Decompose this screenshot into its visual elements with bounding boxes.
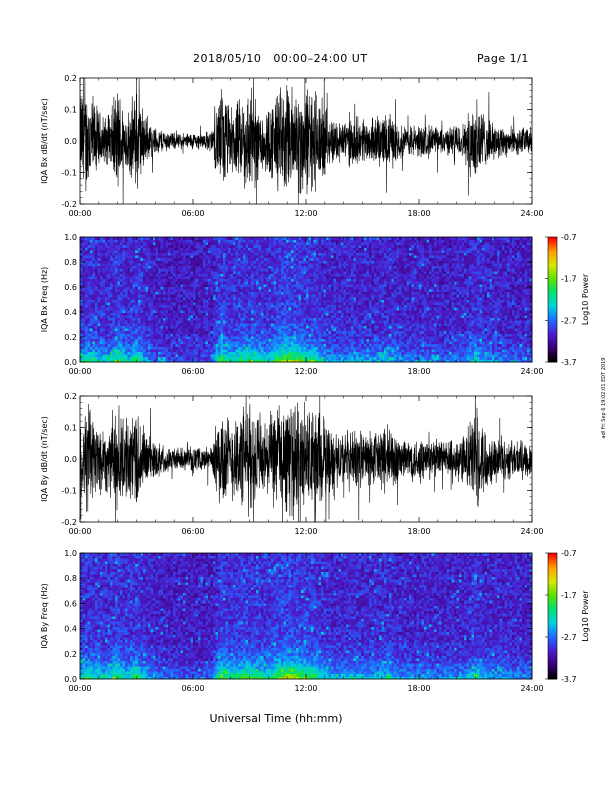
by-freq-colorbar-tick-3: -3.7 — [561, 675, 577, 684]
bx-freq-xtick-1: 06:00 — [181, 367, 204, 376]
bx-freq-xtick-0: 00:00 — [68, 367, 91, 376]
bx-freq-xtick-2: 12:00 — [294, 367, 317, 376]
bx-freq-ytick-5: 1.0 — [64, 233, 77, 242]
by-freq-xtick-1: 06:00 — [181, 684, 204, 693]
by-dbdt-xtick-2: 12:00 — [294, 527, 317, 536]
by-freq-colorbar-label: Log10 Power — [581, 590, 590, 642]
by-freq-panel: -0.7 -1.7 -2.7 -3.7 Log10 Power 00:00 06:00 12:… — [40, 549, 590, 693]
by-dbdt-ytick-1: -0.1 — [61, 487, 77, 496]
bx-freq-colorbar-label: Log10 Power — [581, 273, 590, 325]
bx-dbdt-panel: 00:00 06:00 12:00 18:00 24:00 -0.2 -0.1 0.0 0.1 0… — [40, 74, 544, 218]
bx-dbdt-xtick-2: 12:00 — [294, 209, 317, 218]
page-title: 2018/05/10 00:00–24:00 UT — [193, 52, 368, 65]
bx-dbdt-xtick-1: 06:00 — [181, 209, 204, 218]
bx-dbdt-ytick-1: -0.1 — [61, 169, 77, 178]
by-freq-xtick-0: 00:00 — [68, 684, 91, 693]
bx-dbdt-ytick-0: -0.2 — [61, 200, 77, 209]
by-dbdt-ytick-3: 0.1 — [64, 424, 77, 433]
by-freq-xtick-3: 18:00 — [407, 684, 430, 693]
bx-dbdt-trace — [80, 78, 532, 204]
by-dbdt-ylabel: IQA By dB/dt (nT/sec) — [40, 416, 49, 502]
page-number: Page 1/1 — [477, 52, 529, 65]
bx-dbdt-xtick-0: 00:00 — [68, 209, 91, 218]
bx-freq-ytick-1: 0.2 — [64, 333, 77, 342]
by-freq-ylabel: IQA By Freq (Hz) — [40, 583, 49, 649]
by-freq-xtick-2: 12:00 — [294, 684, 317, 693]
by-freq-ytick-5: 1.0 — [64, 549, 77, 558]
by-dbdt-xtick-1: 06:00 — [181, 527, 204, 536]
bx-dbdt-ytick-2: 0.0 — [64, 137, 77, 146]
bx-freq-ytick-3: 0.6 — [64, 283, 77, 292]
by-freq-ytick-0: 0.0 — [64, 675, 77, 684]
bx-freq-colorbar-tick-3: -3.7 — [561, 358, 577, 367]
bx-dbdt-ytick-4: 0.2 — [64, 74, 77, 83]
bx-dbdt-xtick-4: 24:00 — [520, 209, 543, 218]
bx-freq-panel: -0.7 -1.7 -2.7 -3.7 Log10 Power 00:00 06:00 12:… — [40, 233, 590, 376]
by-freq-colorbar: -0.7 -1.7 -2.7 -3.7 Log10 Power — [545, 549, 590, 684]
by-dbdt-ytick-2: 0.0 — [64, 455, 77, 464]
by-freq-xtick-4: 24:00 — [520, 684, 543, 693]
bx-freq-heatmap-cells — [80, 237, 533, 363]
x-axis-title: Universal Time (hh:mm) — [210, 712, 343, 725]
by-freq-colorbar-tick-1: -1.7 — [561, 591, 577, 600]
by-dbdt-xtick-4: 24:00 — [520, 527, 543, 536]
bx-freq-ytick-0: 0.0 — [64, 358, 77, 367]
by-dbdt-xtick-0: 00:00 — [68, 527, 91, 536]
by-freq-ytick-2: 0.4 — [64, 625, 77, 634]
bx-freq-ylabel: IQA Bx Freq (Hz) — [40, 267, 49, 333]
generation-stamp: adl Fri Sep 6 19:02:01 EDT 2019 — [601, 358, 607, 439]
by-freq-ytick-4: 0.8 — [64, 574, 77, 583]
bx-freq-ytick-2: 0.4 — [64, 308, 77, 317]
bx-freq-ytick-4: 0.8 — [64, 258, 77, 267]
by-freq-ytick-3: 0.6 — [64, 599, 77, 608]
by-dbdt-ytick-4: 0.2 — [64, 392, 77, 401]
by-freq-colorbar-tick-2: -2.7 — [561, 633, 577, 642]
bx-dbdt-ylabel: IQA Bx dB/dt (nT/sec) — [40, 98, 49, 184]
bx-freq-xtick-3: 18:00 — [407, 367, 430, 376]
by-dbdt-trace — [80, 396, 532, 522]
by-freq-heatmap-cells — [80, 553, 533, 680]
bx-freq-colorbar-tick-1: -1.7 — [561, 275, 577, 284]
bx-freq-colorbar: -0.7 -1.7 -2.7 -3.7 Log10 Power — [545, 233, 590, 367]
bx-freq-colorbar-tick-2: -2.7 — [561, 316, 577, 325]
bx-dbdt-xtick-3: 18:00 — [407, 209, 430, 218]
by-dbdt-ytick-0: -0.2 — [61, 518, 77, 527]
bx-freq-colorbar-tick-0: -0.7 — [561, 233, 577, 242]
by-freq-ytick-1: 0.2 — [64, 650, 77, 659]
bx-freq-xtick-4: 24:00 — [520, 367, 543, 376]
by-freq-colorbar-tick-0: -0.7 — [561, 549, 577, 558]
bx-dbdt-ytick-3: 0.1 — [64, 106, 77, 115]
by-dbdt-xtick-3: 18:00 — [407, 527, 430, 536]
by-dbdt-panel: 00:00 06:00 12:00 18:00 24:00 -0.2 -0.1 0.0 0.1 0… — [40, 392, 544, 536]
